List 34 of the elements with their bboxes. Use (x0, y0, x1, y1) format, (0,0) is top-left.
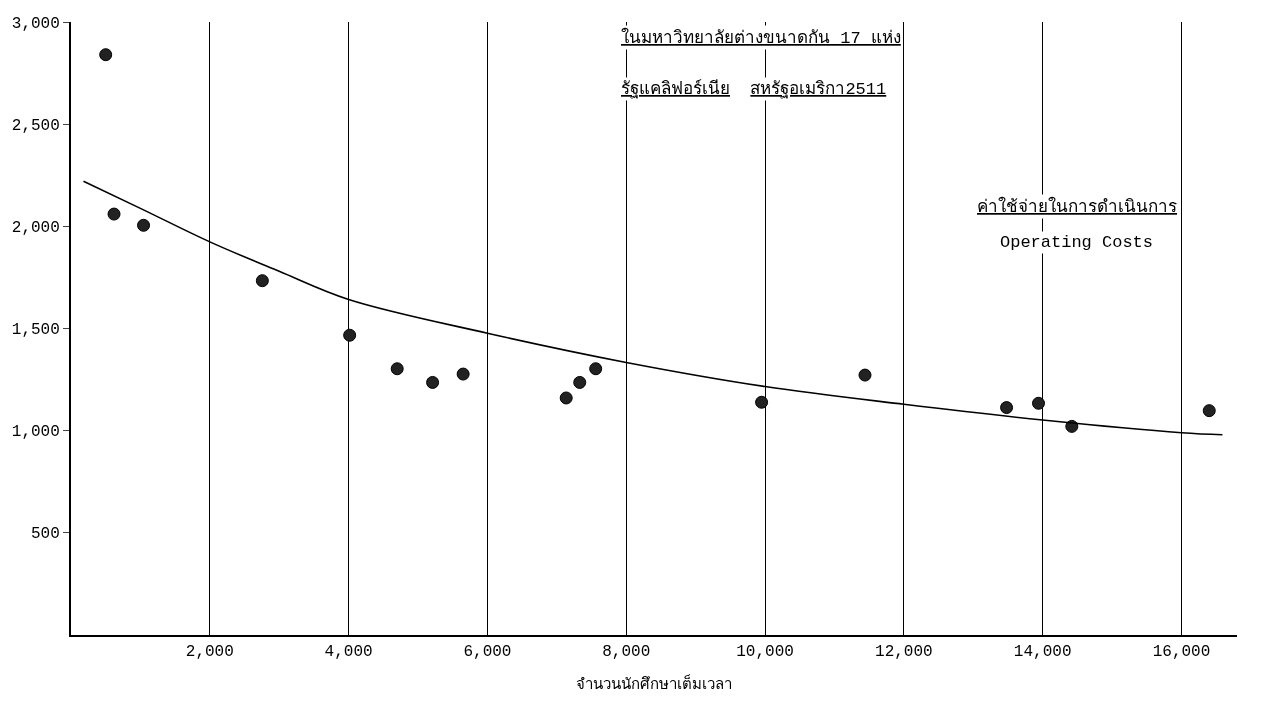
y-tick-label: 500 (30, 525, 60, 544)
annotation: ค่าใช้จ่ายในการดำเนินการ (977, 196, 1177, 217)
point (559, 391, 573, 405)
y-tick-label: 2,000 (11, 218, 60, 237)
point (390, 362, 404, 376)
point (99, 48, 113, 62)
y-tick-label: 2,500 (11, 116, 60, 135)
annotation: Operating Costs (1000, 233, 1154, 252)
y-tick-label: 1,000 (11, 423, 60, 442)
point (573, 375, 587, 389)
x-tick-label: 4,000 (324, 643, 373, 662)
chart-title: ในมหาวิทยาลัยต่างขนาดกัน 17 แห่ง รัฐแคลิฟอร์เนีย สหรัฐอเมริกา2511 (621, 29, 901, 99)
x-tick-label: 12,000 (875, 643, 933, 662)
x-tick-label: 6,000 (463, 643, 512, 662)
point (858, 368, 872, 382)
x-axis-title: จำนวนนักศึกษาเต็มเวลา (576, 673, 732, 694)
point (1000, 401, 1014, 415)
x-tick-label: 10,000 (736, 643, 794, 662)
point (107, 207, 121, 221)
x-tick-label: 2,000 (185, 643, 234, 662)
point (456, 367, 470, 381)
y-tick-label: 3,000 (11, 14, 60, 33)
point (589, 362, 603, 376)
point (343, 328, 357, 342)
point (255, 274, 269, 288)
x-tick-label: 14,000 (1013, 643, 1072, 662)
point (426, 375, 440, 389)
point (1202, 404, 1216, 418)
point (755, 395, 769, 409)
x-tick-label: 8,000 (602, 643, 651, 662)
y-tick-label: 1,500 (11, 321, 60, 340)
point (1032, 396, 1045, 410)
point (137, 218, 151, 232)
x-tick-label: 16,000 (1152, 643, 1211, 662)
